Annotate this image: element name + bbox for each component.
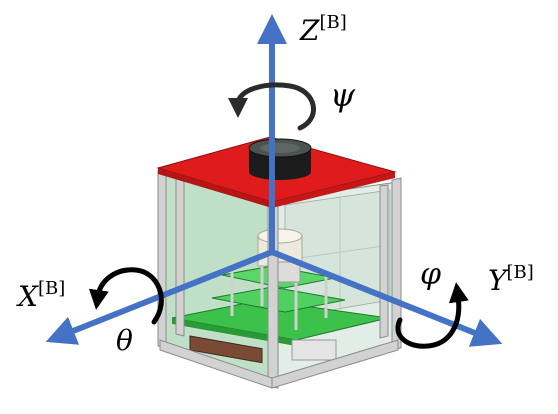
sensor-module [257,228,303,283]
rotation-arrows [88,82,469,349]
x-axis [45,249,275,345]
y-axis [269,249,503,347]
battery-pack [189,335,263,364]
y-axis-label: Y[B] [488,262,534,297]
theta-label: θ [116,324,133,357]
phi-label: φ [420,257,441,292]
pcb-stack [171,262,389,364]
phi-rotation-arrow [395,282,469,349]
cube-device [156,136,402,389]
psi-label: ψ [330,76,356,114]
z-axis-label: Z[B] [299,12,347,47]
x-axis-label: X[B] [16,278,65,313]
reaction-wheel [248,138,312,180]
theta-rotation-arrow [88,267,164,325]
body-axes [45,14,503,347]
psi-rotation-arrow [228,82,316,131]
